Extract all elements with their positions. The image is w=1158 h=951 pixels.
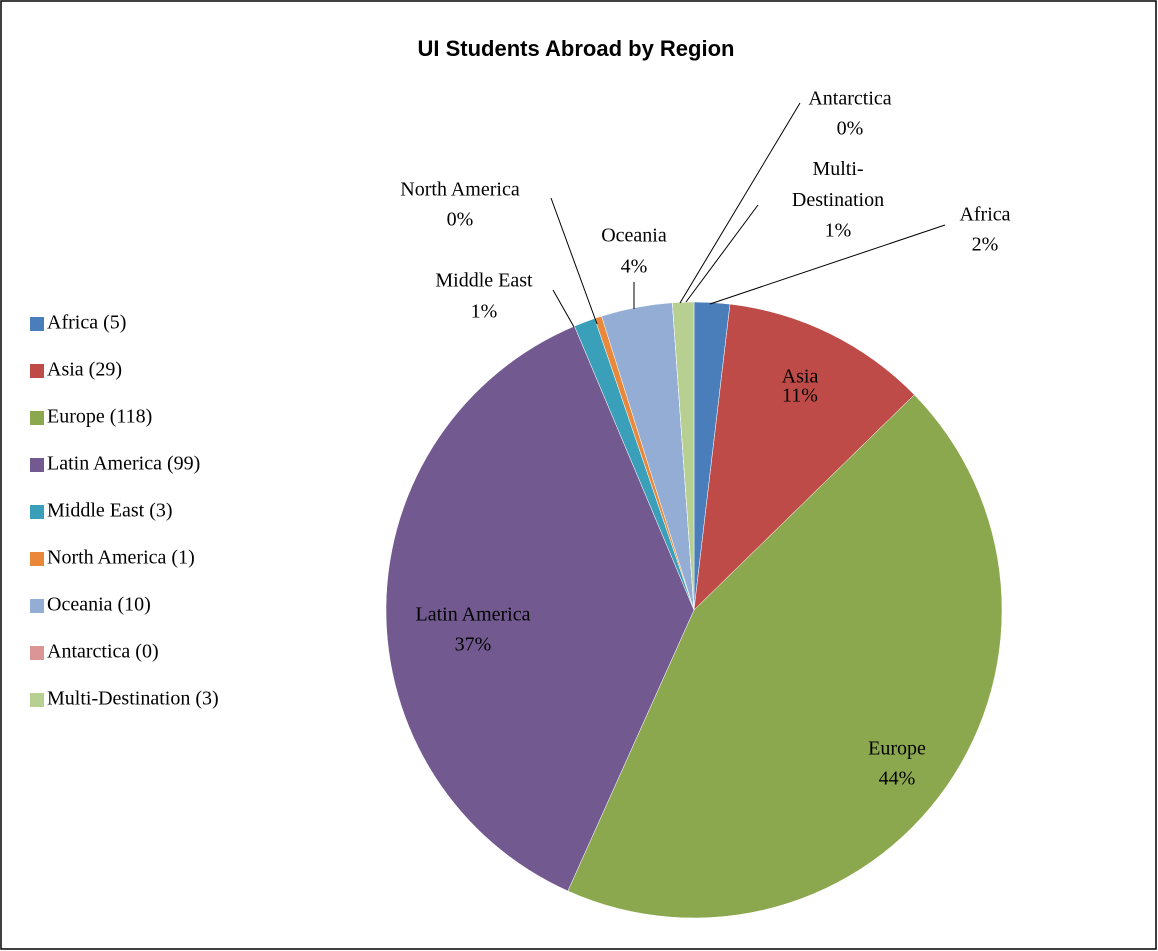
legend-swatch [30, 646, 44, 660]
legend-swatch [30, 552, 44, 566]
data-label-percent: 1% [825, 220, 852, 242]
legend-swatch [30, 599, 44, 613]
data-label-name: Africa [959, 204, 1010, 226]
legend-label: Middle East (3) [47, 500, 173, 522]
pie-slice [693, 303, 915, 611]
pie-slice [567, 394, 1003, 919]
legend-label: Europe (118) [47, 406, 152, 428]
chart-title: UI Students Abroad by Region [418, 36, 735, 61]
data-label-name-part: Destination [792, 189, 884, 211]
legend-swatch [30, 693, 44, 707]
legend-label: Latin America (99) [47, 453, 200, 475]
data-label-name: Latin America [416, 604, 531, 626]
data-label-percent: 0% [447, 209, 474, 231]
leader-line [552, 289, 575, 328]
legend-label: Asia (29) [47, 359, 122, 381]
data-label-name: Multi- Destination [792, 158, 884, 211]
data-label-percent: 37% [455, 634, 492, 656]
legend-label: Africa (5) [47, 312, 126, 334]
leader-line [709, 224, 946, 305]
data-label-percent: 2% [972, 234, 999, 256]
data-label-name: North America [400, 179, 520, 201]
data-label-percent: 11% [782, 385, 818, 407]
data-label-percent: 4% [621, 256, 648, 278]
legend-label: Antarctica (0) [47, 641, 159, 663]
legend-swatch [30, 505, 44, 519]
data-label-percent: 0% [837, 118, 864, 140]
data-label-name: Oceania [601, 225, 667, 247]
data-label-percent: 1% [471, 301, 498, 323]
leader-line [685, 204, 759, 303]
data-label-name: Asia [782, 366, 819, 388]
legend-label: North America (1) [47, 547, 195, 569]
legend-swatch [30, 411, 44, 425]
data-label-percent: 44% [879, 768, 916, 790]
legend-swatch [30, 317, 44, 331]
pie-slice [385, 325, 695, 892]
data-label-name: Europe [868, 738, 926, 760]
data-label-name: Antarctica [808, 88, 891, 110]
legend-label: Oceania (10) [47, 594, 151, 616]
data-label-name-part: Multi- [812, 158, 863, 180]
leader-line [550, 197, 598, 325]
legend-swatch [30, 458, 44, 472]
leader-line [679, 102, 801, 304]
legend-swatch [30, 364, 44, 378]
pie-slice [672, 301, 695, 611]
data-label-name: Middle East [435, 270, 533, 292]
legend-label: Multi-Destination (3) [47, 688, 219, 710]
